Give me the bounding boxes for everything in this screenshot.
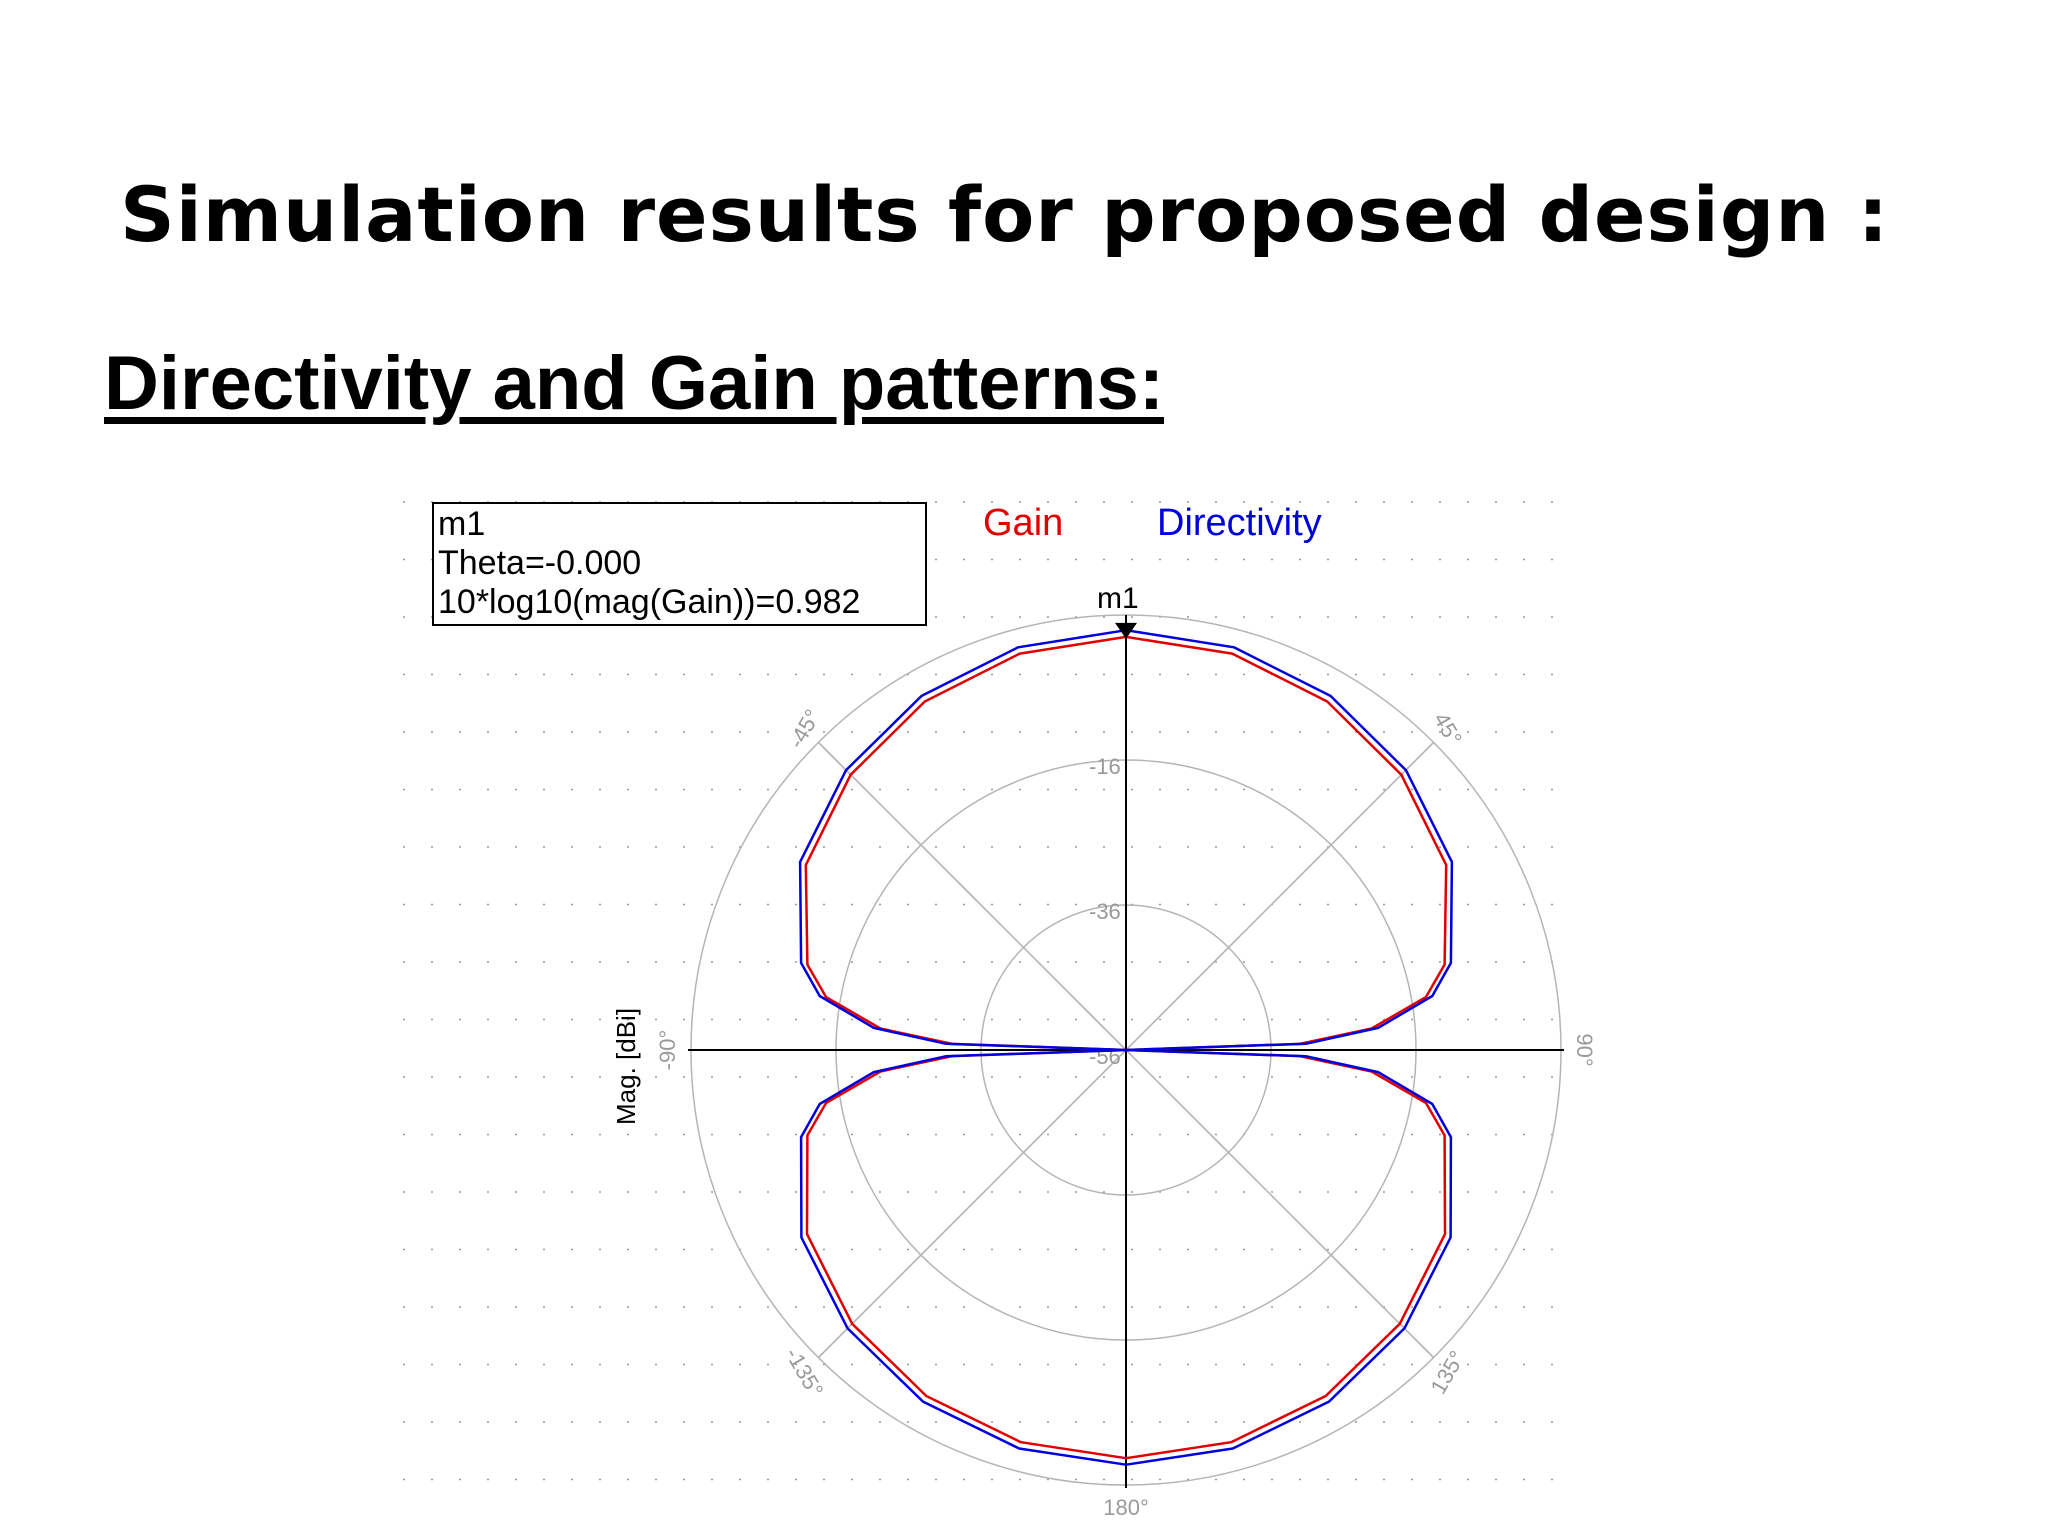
marker-triangle (1115, 622, 1137, 639)
angle-tick-label: 90° (1572, 1033, 1597, 1066)
gain-curve (804, 635, 1448, 1460)
polar-grid: -16-36-56-45° 45°-90° 90°-135° 135°180° (655, 614, 1597, 1520)
series-layer (798, 628, 1454, 1466)
angle-tick-label: 135° (1425, 1346, 1469, 1398)
marker-box-line-3: 10*log10(mag(Gain))=0.982 (438, 583, 860, 621)
radial-tick-label: -36 (1089, 899, 1121, 924)
slide-title: Simulation results for proposed design : (120, 170, 1890, 259)
legend-directivity: Directivity (1157, 502, 1322, 544)
marker-m1: m1 (1097, 582, 1139, 639)
angle-tick-label: -135° (780, 1343, 828, 1401)
marker-box-line-2: Theta=-0.000 (438, 544, 641, 582)
legend-gain: Gain (983, 502, 1063, 544)
marker-box-line-1: m1 (438, 505, 485, 543)
angle-tick-label: 180° (1103, 1495, 1149, 1520)
marker-label: m1 (1097, 582, 1139, 615)
angle-tick-label: -45° (783, 705, 825, 753)
angle-tick-label: -90° (655, 1030, 680, 1071)
marker-info-box: m1 Theta=-0.000 10*log10(mag(Gain))=0.98… (432, 502, 927, 626)
directivity-curve (798, 628, 1454, 1466)
slide-subtitle: Directivity and Gain patterns: (104, 341, 1165, 426)
y-axis-label: Mag. [dBi] (611, 1008, 641, 1125)
radial-tick-label: -16 (1089, 754, 1121, 779)
background-dot-grid (403, 501, 1562, 1481)
